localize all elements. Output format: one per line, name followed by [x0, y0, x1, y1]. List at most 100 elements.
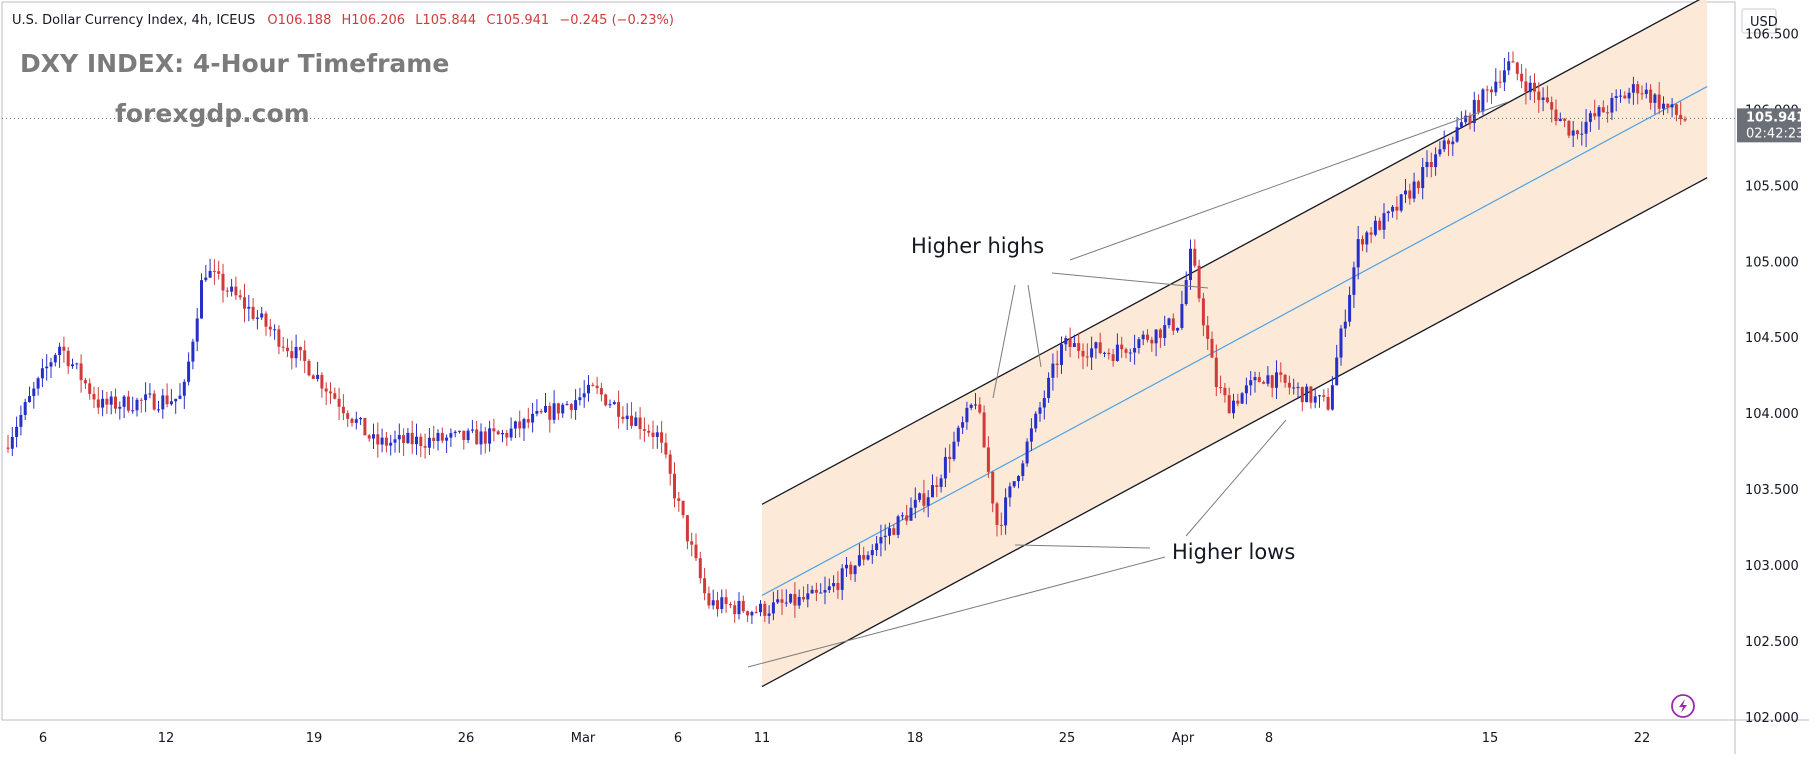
candle-body — [1047, 377, 1051, 398]
high-value: H106.206 — [342, 13, 406, 28]
candle-body — [604, 394, 608, 406]
candle-body — [1382, 213, 1386, 230]
candle-body — [565, 404, 569, 406]
candle-body — [625, 415, 629, 420]
candle-body — [1550, 102, 1554, 110]
candle-body — [195, 318, 199, 342]
candle-body — [1533, 82, 1536, 92]
candle-body — [1309, 386, 1313, 403]
candle-body — [101, 398, 105, 408]
candle-body — [1275, 372, 1278, 388]
candle-body — [509, 428, 513, 438]
candle-body — [870, 550, 874, 556]
candle-body — [1623, 95, 1627, 99]
x-tick-label: 6 — [39, 731, 47, 746]
candle-body — [427, 437, 431, 448]
candle-body — [634, 417, 638, 426]
candle-body — [1442, 140, 1446, 150]
candle-body — [10, 436, 14, 449]
candle-body — [1662, 103, 1665, 109]
candle-body — [535, 410, 539, 414]
currency-box[interactable] — [1741, 8, 1777, 34]
candle-body — [1520, 73, 1524, 82]
candle-body — [324, 388, 328, 392]
candle-body — [1120, 344, 1124, 350]
candle-body — [230, 286, 234, 292]
overlay-site: forexgdp.com — [115, 99, 310, 128]
candle-body — [1593, 113, 1597, 117]
candle-body — [1232, 400, 1235, 414]
candle-body — [333, 393, 337, 399]
candle-body — [492, 428, 496, 432]
candle-body — [733, 605, 737, 615]
candle-body — [1219, 387, 1223, 389]
higher-highs-pointer — [1027, 284, 1042, 368]
candle-body — [1537, 91, 1541, 100]
candle-body — [169, 401, 173, 405]
candle-body — [1335, 357, 1339, 386]
candle-body — [561, 404, 565, 414]
candle-body — [1180, 304, 1184, 328]
candle-body — [105, 398, 109, 405]
candle-body — [1619, 95, 1622, 97]
candle-body — [1197, 265, 1201, 299]
lightning-icon[interactable] — [1671, 694, 1695, 718]
candle-body — [238, 295, 242, 298]
candle-body — [797, 596, 801, 606]
candle-body — [1348, 294, 1352, 322]
candle-body — [694, 544, 698, 559]
candle-body — [956, 427, 960, 442]
x-tick-label: 19 — [306, 731, 323, 746]
candle-body — [6, 447, 10, 449]
candle-body — [612, 402, 616, 405]
candle-body — [1455, 127, 1459, 142]
x-tick-label: Mar — [571, 731, 596, 746]
candle-body — [1545, 97, 1549, 103]
candle-body — [363, 417, 367, 436]
higher-lows-pointer — [1014, 544, 1151, 549]
candle-body — [1429, 161, 1433, 168]
candle-body — [913, 499, 917, 508]
candle-body — [591, 384, 595, 386]
open-value: O106.188 — [267, 13, 331, 28]
candle-body — [114, 396, 117, 409]
candle-body — [1034, 413, 1038, 429]
candle-body — [754, 612, 758, 614]
y-tick-label: 103.000 — [1745, 559, 1799, 574]
candle-body — [200, 280, 203, 319]
candle-body — [62, 346, 66, 351]
candle-body — [1352, 267, 1356, 295]
y-tick-label: 103.500 — [1745, 483, 1799, 498]
x-tick-label: 25 — [1059, 731, 1076, 746]
candle-body — [660, 432, 664, 443]
candle-body — [174, 398, 178, 402]
candle-body — [260, 313, 264, 318]
candle-body — [58, 346, 62, 356]
last-price-value: 105.941 — [1746, 110, 1805, 125]
candle-body — [513, 421, 517, 429]
candle-body — [939, 478, 943, 487]
candle-body — [655, 432, 659, 437]
x-tick-label: 8 — [1265, 731, 1273, 746]
candle-body — [1279, 372, 1283, 375]
candle-body — [836, 583, 840, 590]
countdown-timer: 02:42:23 — [1746, 126, 1804, 141]
y-tick-label: 105.000 — [1745, 255, 1799, 270]
candle-body — [1361, 239, 1364, 245]
candle-body — [1094, 342, 1098, 349]
candle-body — [462, 430, 466, 441]
candle-body — [1287, 382, 1291, 388]
candle-body — [320, 374, 324, 389]
candle-body — [1485, 89, 1489, 91]
candle-body — [638, 417, 642, 430]
candle-body — [135, 399, 139, 411]
candle-body — [410, 432, 414, 445]
candle-body — [948, 456, 952, 460]
candle-body — [234, 286, 238, 296]
candle-body — [814, 589, 818, 593]
candle-body — [1060, 344, 1063, 365]
candle-body — [458, 430, 461, 432]
candle-body — [118, 406, 122, 409]
candle-body — [922, 493, 926, 506]
